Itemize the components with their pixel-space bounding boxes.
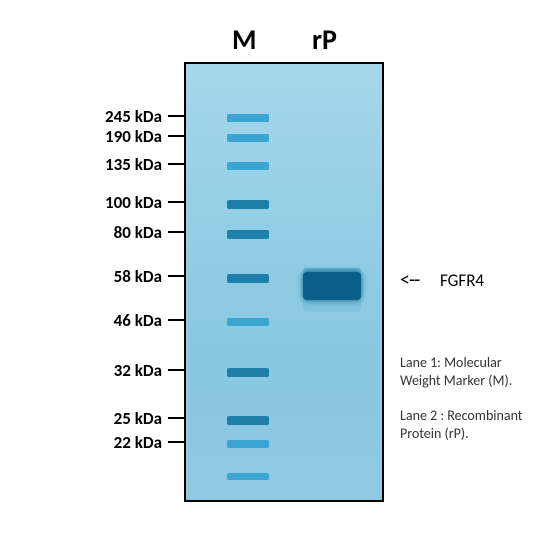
ladder-band <box>227 230 269 239</box>
mw-tick <box>168 115 184 117</box>
figure-container: M rP <-- FGFR4 Lane 1: Molecular Weight … <box>0 0 550 550</box>
mw-label: 100 kDa <box>105 192 162 213</box>
mw-label: 80 kDa <box>114 222 162 243</box>
ladder-band <box>227 162 269 170</box>
mw-label: 190 kDa <box>105 126 162 147</box>
mw-label: 135 kDa <box>105 154 162 175</box>
ladder-band <box>227 440 269 448</box>
ladder-band <box>227 274 269 283</box>
mw-label: 32 kDa <box>114 360 162 381</box>
legend-block: Lane 2 : Recombinant Protein (rP). <box>400 407 532 442</box>
mw-tick <box>168 441 184 443</box>
ladder-band <box>227 368 269 377</box>
mw-tick <box>168 319 184 321</box>
target-protein-label: FGFR4 <box>440 270 484 291</box>
mw-tick <box>168 163 184 165</box>
mw-label: 22 kDa <box>114 432 162 453</box>
mw-label: 46 kDa <box>114 310 162 331</box>
legend-block: Lane 1: Molecular Weight Marker (M). <box>400 354 532 389</box>
mw-tick <box>168 231 184 233</box>
ladder-band <box>227 134 269 142</box>
target-arrow: <-- <box>400 268 419 292</box>
mw-tick <box>168 417 184 419</box>
lane-legend: Lane 1: Molecular Weight Marker (M). Lane… <box>400 354 532 442</box>
mw-label: 25 kDa <box>114 408 162 429</box>
mw-tick <box>168 275 184 277</box>
lane-header-m: M <box>232 22 256 57</box>
mw-tick <box>168 135 184 137</box>
ladder-band <box>227 114 269 122</box>
ladder-band <box>227 473 269 480</box>
ladder-band <box>227 318 269 326</box>
mw-tick <box>168 201 184 203</box>
ladder-band <box>227 200 269 209</box>
mw-tick <box>168 369 184 371</box>
mw-label: 58 kDa <box>114 266 162 287</box>
ladder-band <box>227 416 269 425</box>
mw-label: 245 kDa <box>105 106 162 127</box>
rp-band <box>303 272 361 300</box>
lane-header-rp: rP <box>312 22 337 57</box>
gel-image <box>184 62 384 502</box>
